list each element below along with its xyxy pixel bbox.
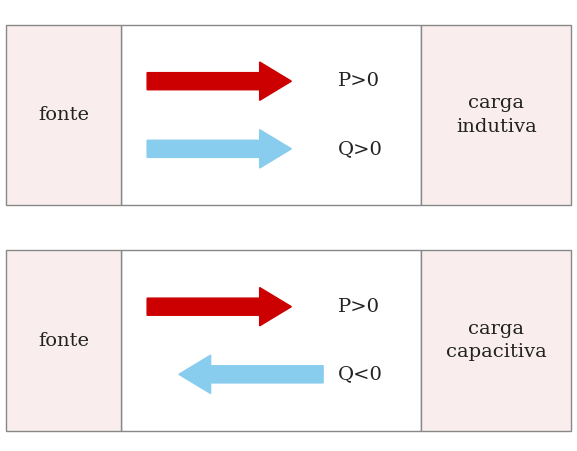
Text: carga
indutiva: carga indutiva	[456, 94, 537, 136]
Text: carga
capacitiva: carga capacitiva	[446, 320, 546, 361]
FancyArrow shape	[147, 130, 291, 168]
FancyBboxPatch shape	[121, 250, 421, 431]
FancyBboxPatch shape	[6, 250, 121, 431]
FancyBboxPatch shape	[421, 250, 571, 431]
Text: P>0: P>0	[338, 298, 380, 316]
FancyArrow shape	[179, 355, 323, 393]
Text: Q>0: Q>0	[338, 140, 383, 158]
FancyArrow shape	[147, 62, 291, 101]
FancyBboxPatch shape	[6, 25, 121, 205]
FancyBboxPatch shape	[121, 25, 421, 205]
Text: Q<0: Q<0	[338, 365, 383, 383]
Text: fonte: fonte	[38, 106, 89, 124]
FancyBboxPatch shape	[421, 25, 571, 205]
Text: fonte: fonte	[38, 331, 89, 350]
Text: P>0: P>0	[338, 72, 380, 90]
FancyArrow shape	[147, 288, 291, 326]
